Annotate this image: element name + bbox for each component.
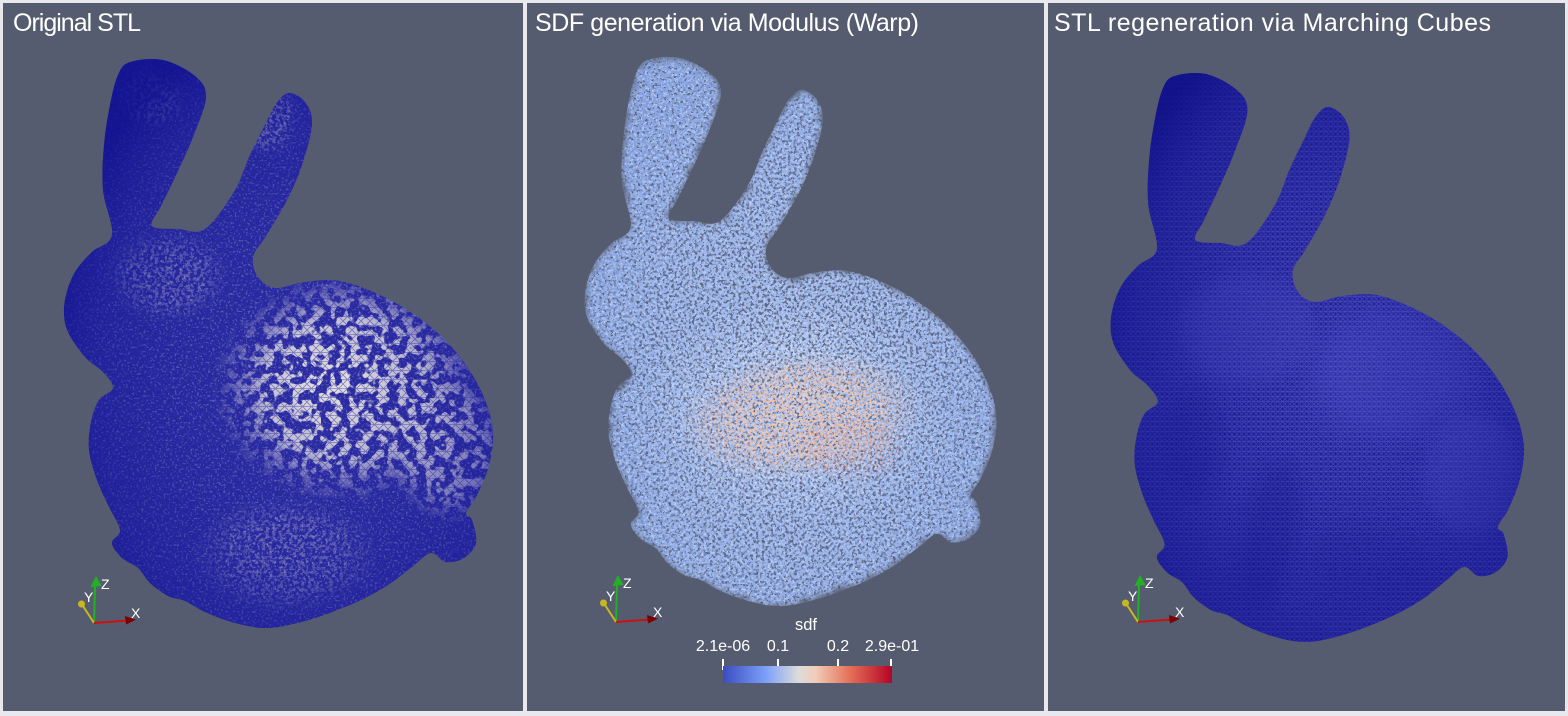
svg-text:2.9e-01: 2.9e-01 (865, 638, 919, 655)
svg-text:sdf: sdf (795, 616, 817, 634)
svg-text:0.1: 0.1 (767, 638, 789, 655)
svg-text:Original STL: Original STL (13, 9, 141, 37)
svg-text:STL regeneration via Marching: STL regeneration via Marching Cubes (1054, 9, 1491, 37)
svg-text:SDF generation via Modulus (Wa: SDF generation via Modulus (Warp) (535, 9, 919, 37)
svg-text:0.2: 0.2 (827, 638, 849, 655)
svg-text:2.1e-06: 2.1e-06 (696, 638, 750, 655)
